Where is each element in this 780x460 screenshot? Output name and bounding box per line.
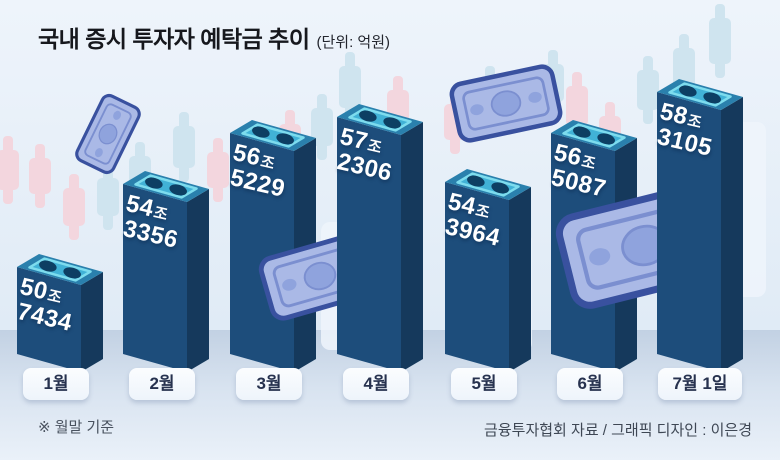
candlestick-icon [709,4,731,78]
falling-banknote-icon [75,93,141,175]
candlestick-icon [173,112,195,182]
candlestick-icon [637,56,659,124]
deposit-bar [657,79,743,372]
source-credit: 금융투자협회 자료 / 그래픽 디자인 : 이은경 [484,422,752,439]
deposit-bar [123,171,209,372]
chart-title: 국내 증시 투자자 예탁금 추이 [38,26,310,52]
candlestick-icon [63,174,85,240]
deposit-bar [337,104,423,372]
candlestick-icon [29,144,51,208]
month-label: 6월 [557,368,623,400]
month-label: 5월 [451,368,517,400]
deposit-bar [445,169,531,372]
candlestick-icon [0,136,19,204]
month-label: 4월 [343,368,409,400]
month-label: 1월 [23,368,89,400]
page-title: 국내 증시 투자자 예탁금 추이 (단위: 억원) [38,20,390,54]
chart-unit-label: (단위: 억원) [316,34,391,51]
footnote: ※ 월말 기준 [38,419,115,436]
flying-banknote-icon [449,64,563,143]
candlestick-icon [207,138,229,202]
month-label: 3월 [236,368,302,400]
candlestick-icon [311,94,333,160]
month-label: 2월 [129,368,195,400]
deposit-bar [17,254,103,372]
month-label: 7월 1일 [658,368,742,400]
